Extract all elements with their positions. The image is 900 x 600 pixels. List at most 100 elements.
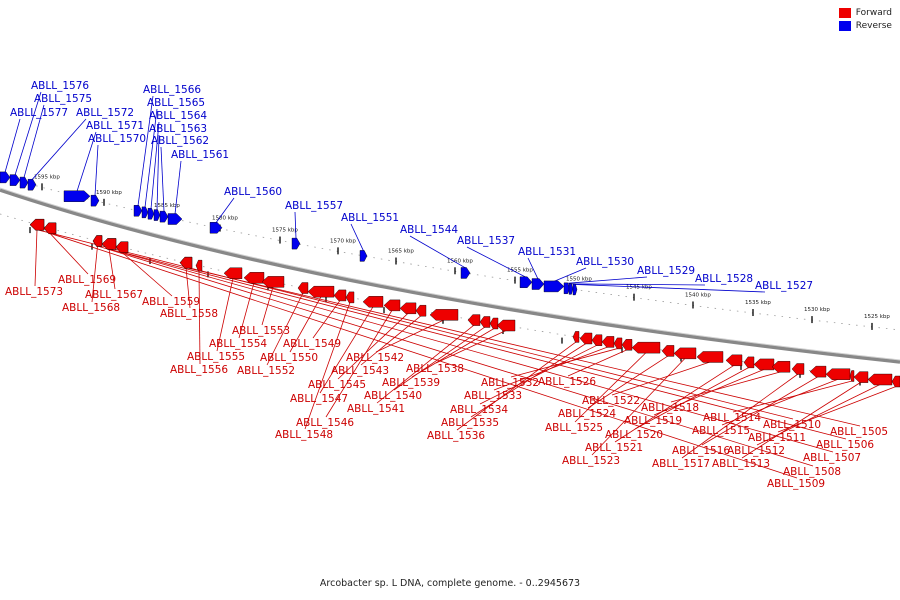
forward-gene-label[interactable]: ABLL_1505 [830, 426, 888, 438]
forward-gene-label[interactable]: ABLL_1552 [237, 365, 295, 377]
forward-gene-label[interactable]: ABLL_1533 [464, 390, 522, 402]
reverse-gene-label[interactable]: ABLL_1570 [88, 133, 146, 145]
forward-gene-arrow[interactable] [133, 205, 143, 217]
forward-gene-label[interactable]: ABLL_1509 [767, 478, 825, 490]
forward-gene-label[interactable]: ABLL_1518 [641, 402, 699, 414]
reverse-gene-arrow[interactable] [867, 373, 893, 386]
forward-gene-label[interactable]: ABLL_1526 [538, 376, 596, 388]
reverse-gene-arrow[interactable] [101, 238, 117, 250]
forward-gene-label[interactable]: ABLL_1549 [283, 338, 341, 350]
reverse-gene-label[interactable]: ABLL_1577 [10, 107, 68, 119]
reverse-gene-arrow[interactable] [429, 309, 459, 321]
reverse-gene-label[interactable]: ABLL_1527 [755, 280, 813, 292]
forward-gene-label[interactable]: ABLL_1543 [331, 365, 389, 377]
forward-gene-label[interactable]: ABLL_1521 [585, 442, 643, 454]
reverse-gene-label[interactable]: ABLL_1564 [149, 110, 207, 122]
reverse-gene-arrow[interactable] [621, 339, 633, 351]
reverse-gene-label[interactable]: ABLL_1528 [695, 273, 753, 285]
reverse-gene-arrow[interactable] [29, 218, 45, 231]
reverse-gene-label[interactable]: ABLL_1560 [224, 186, 282, 198]
reverse-gene-arrow[interactable] [345, 291, 355, 304]
forward-gene-arrow[interactable] [460, 267, 471, 279]
forward-gene-label[interactable]: ABLL_1535 [441, 417, 499, 429]
forward-gene-label[interactable]: ABLL_1538 [406, 363, 464, 375]
reverse-gene-arrow[interactable] [92, 235, 103, 247]
forward-gene-label[interactable]: ABLL_1515 [692, 425, 750, 437]
reverse-gene-label[interactable]: ABLL_1576 [31, 80, 89, 92]
reverse-gene-arrow[interactable] [479, 316, 491, 328]
reverse-gene-arrow[interactable] [115, 241, 129, 253]
forward-gene-label[interactable]: ABLL_1569 [58, 274, 116, 286]
reverse-gene-label[interactable]: ABLL_1544 [400, 224, 458, 236]
reverse-gene-arrow[interactable] [601, 336, 615, 348]
forward-gene-arrow[interactable] [147, 208, 155, 220]
forward-gene-arrow[interactable] [9, 174, 21, 186]
reverse-gene-label[interactable]: ABLL_1551 [341, 212, 399, 224]
reverse-gene-arrow[interactable] [496, 319, 516, 332]
forward-gene-label[interactable]: ABLL_1511 [748, 432, 806, 444]
reverse-gene-arrow[interactable] [891, 375, 900, 388]
forward-gene-label[interactable]: ABLL_1513 [712, 458, 770, 470]
forward-gene-arrow[interactable] [359, 250, 368, 262]
forward-gene-arrow[interactable] [291, 237, 301, 250]
reverse-gene-arrow[interactable] [825, 368, 851, 380]
forward-gene-arrow[interactable] [531, 278, 545, 290]
reverse-gene-arrow[interactable] [579, 332, 593, 345]
forward-gene-label[interactable]: ABLL_1545 [308, 379, 366, 391]
forward-gene-label[interactable]: ABLL_1550 [260, 352, 318, 364]
forward-gene-label[interactable]: ABLL_1540 [364, 390, 422, 402]
forward-gene-label[interactable]: ABLL_1514 [703, 412, 761, 424]
reverse-gene-label[interactable]: ABLL_1561 [171, 149, 229, 161]
forward-gene-arrow[interactable] [543, 280, 565, 293]
reverse-gene-label[interactable]: ABLL_1562 [151, 135, 209, 147]
forward-gene-arrow[interactable] [209, 222, 223, 234]
forward-gene-label[interactable]: ABLL_1539 [382, 377, 440, 389]
reverse-gene-label[interactable]: ABLL_1572 [76, 107, 134, 119]
reverse-gene-arrow[interactable] [696, 351, 724, 363]
forward-gene-label[interactable]: ABLL_1534 [450, 404, 508, 416]
reverse-gene-arrow[interactable] [179, 256, 193, 269]
forward-gene-label[interactable]: ABLL_1536 [427, 430, 485, 442]
reverse-gene-arrow[interactable] [809, 365, 827, 378]
reverse-gene-arrow[interactable] [631, 341, 661, 354]
forward-gene-arrow[interactable] [153, 209, 161, 221]
forward-gene-label[interactable]: ABLL_1573 [5, 286, 63, 298]
forward-gene-label[interactable]: ABLL_1568 [62, 302, 120, 314]
forward-gene-label[interactable]: ABLL_1548 [275, 429, 333, 441]
forward-gene-arrow[interactable] [167, 213, 183, 225]
forward-gene-label[interactable]: ABLL_1508 [783, 466, 841, 478]
forward-gene-label[interactable]: ABLL_1555 [187, 351, 245, 363]
forward-gene-arrow[interactable] [63, 190, 91, 202]
reverse-gene-arrow[interactable] [572, 331, 580, 343]
reverse-gene-arrow[interactable] [415, 305, 427, 317]
reverse-gene-arrow[interactable] [753, 358, 775, 371]
reverse-gene-label[interactable]: ABLL_1537 [457, 235, 515, 247]
forward-gene-label[interactable]: ABLL_1542 [346, 352, 404, 364]
reverse-gene-arrow[interactable] [849, 370, 855, 382]
reverse-gene-arrow[interactable] [383, 299, 401, 312]
forward-gene-arrow[interactable] [572, 283, 578, 296]
forward-gene-label[interactable]: ABLL_1506 [816, 439, 874, 451]
reverse-gene-label[interactable]: ABLL_1563 [149, 123, 207, 135]
forward-gene-label[interactable]: ABLL_1519 [624, 415, 682, 427]
forward-gene-arrow[interactable] [568, 283, 574, 295]
reverse-gene-label[interactable]: ABLL_1571 [86, 120, 144, 132]
forward-gene-label[interactable]: ABLL_1520 [605, 429, 663, 441]
reverse-gene-arrow[interactable] [725, 354, 743, 367]
reverse-gene-arrow[interactable] [613, 337, 623, 350]
reverse-gene-label[interactable]: ABLL_1531 [518, 246, 576, 258]
reverse-gene-arrow[interactable] [853, 371, 869, 383]
reverse-gene-arrow[interactable] [297, 282, 309, 294]
reverse-gene-arrow[interactable] [591, 334, 603, 346]
forward-gene-label[interactable]: ABLL_1547 [290, 393, 348, 405]
reverse-gene-arrow[interactable] [771, 361, 791, 373]
reverse-gene-label[interactable]: ABLL_1557 [285, 200, 343, 212]
forward-gene-arrow[interactable] [0, 171, 11, 184]
forward-gene-label[interactable]: ABLL_1516 [672, 445, 730, 457]
forward-gene-arrow[interactable] [27, 179, 37, 191]
forward-gene-arrow[interactable] [90, 194, 100, 207]
forward-gene-label[interactable]: ABLL_1559 [142, 296, 200, 308]
forward-gene-label[interactable]: ABLL_1525 [545, 422, 603, 434]
reverse-gene-label[interactable]: ABLL_1566 [143, 84, 201, 96]
reverse-gene-arrow[interactable] [307, 285, 335, 298]
